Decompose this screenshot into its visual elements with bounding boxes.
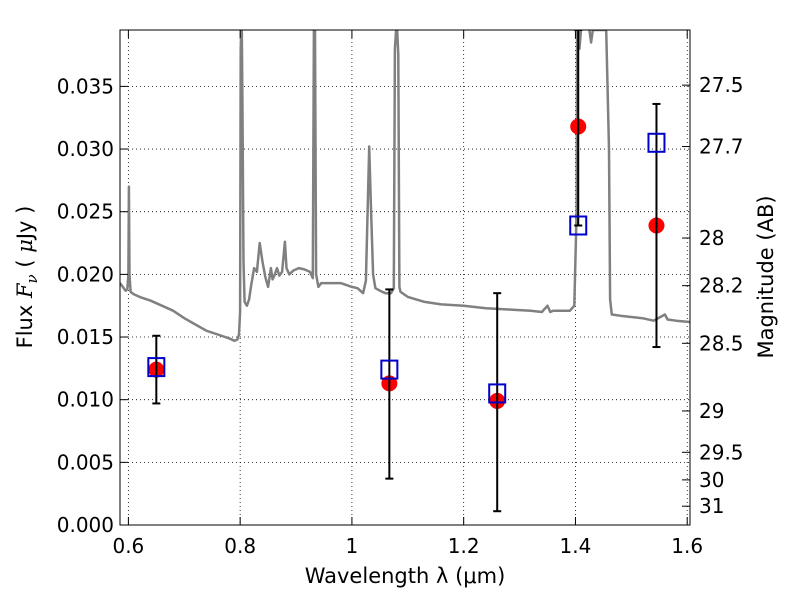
right-tick-label: 28.2 xyxy=(699,274,744,298)
y-tick-label: 0.005 xyxy=(57,450,114,474)
x-tick-label: 0.6 xyxy=(112,534,144,558)
right-tick-label: 28 xyxy=(699,226,724,250)
grid xyxy=(120,30,690,525)
right-tick-label: 28.5 xyxy=(699,331,744,355)
model-square-point xyxy=(488,383,507,404)
model-square-point xyxy=(380,359,399,380)
x-tick-label: 1.6 xyxy=(671,534,703,558)
y-tick-label: 0.025 xyxy=(57,200,114,224)
y-axis-label: Flux Fν ( μJy ) xyxy=(13,206,41,349)
plot-area xyxy=(120,30,690,513)
model-square-point xyxy=(569,215,588,236)
x-tick-label: 1.4 xyxy=(560,534,592,558)
y-tick-label: 0.010 xyxy=(57,388,114,412)
model-square-point xyxy=(147,357,166,378)
plot-frame xyxy=(119,29,691,526)
spectrum-line xyxy=(120,30,583,343)
right-tick-label: 29.5 xyxy=(699,440,744,464)
ticks: 0.6 0.8 1 1.2 1.4 1.6 0.000 0.005 0.010 0.015 0.02… xyxy=(57,30,744,558)
spectrum-line xyxy=(588,30,690,324)
right-tick-label: 31 xyxy=(699,494,724,518)
x-tick-label: 1.2 xyxy=(448,534,480,558)
right-tick-label: 27.7 xyxy=(699,135,744,159)
right-tick-label: 30 xyxy=(699,468,724,492)
y-tick-label: 0.015 xyxy=(57,325,114,349)
y-tick-label: 0.030 xyxy=(57,137,114,161)
right-tick-label: 29 xyxy=(699,399,724,423)
y-tick-label: 0.020 xyxy=(57,262,114,286)
right-tick-label: 27.5 xyxy=(699,73,744,97)
x-axis-label: Wavelength λ (μm) xyxy=(305,564,506,588)
y-tick-label: 0.000 xyxy=(57,513,114,537)
model-square-point xyxy=(647,132,666,153)
right-axis-label: Magnitude (AB) xyxy=(754,195,778,358)
y-tick-label: 0.035 xyxy=(57,74,114,98)
x-tick-label: 0.8 xyxy=(224,534,256,558)
x-tick-label: 1 xyxy=(346,534,359,558)
